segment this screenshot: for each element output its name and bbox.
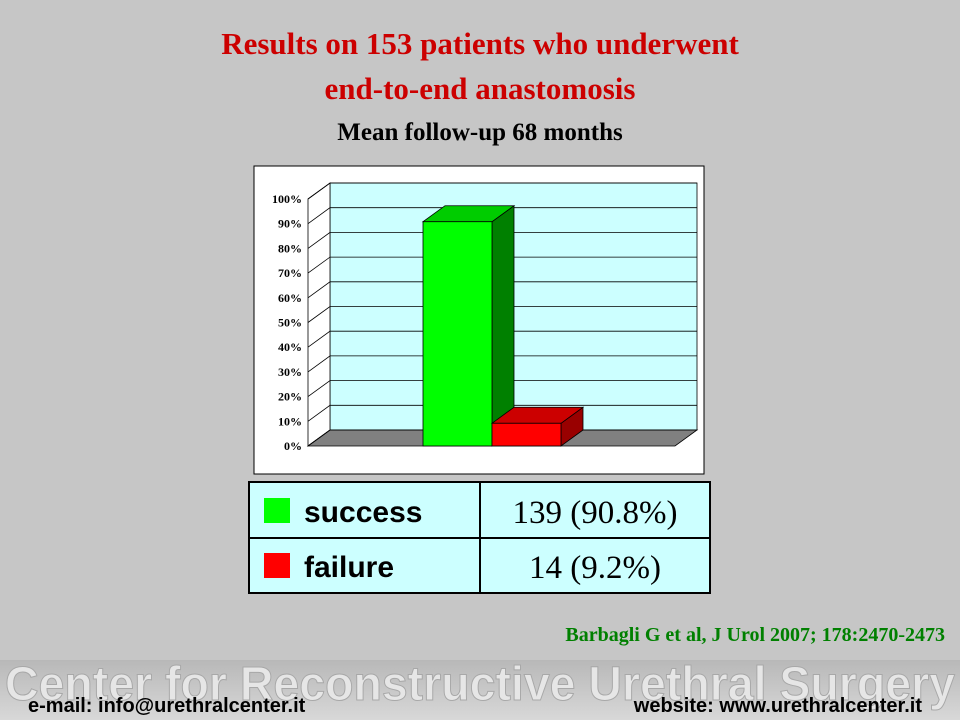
grid-line: [307, 281, 697, 299]
grid-line: [307, 231, 697, 249]
legend-table: success 139 (90.8%) failure 14 (9.2%): [248, 481, 711, 594]
grid-line: [307, 256, 697, 274]
value-label: 139 (90.8%): [513, 495, 678, 531]
footer-banner: Center for Reconstructive Urethral Surge…: [5, 658, 955, 711]
footer-band: [0, 660, 960, 720]
subtitle: Mean follow-up 68 months: [337, 119, 623, 146]
y-tick-label: 40%: [278, 340, 302, 354]
legend-label: success: [304, 496, 422, 529]
legend-label: failure: [304, 551, 394, 584]
bar: [490, 406, 585, 447]
grid-line: [307, 404, 697, 422]
grid-line: [307, 330, 697, 348]
grid-line: [307, 355, 697, 373]
bar-front: [422, 221, 493, 447]
grid-line: [307, 182, 697, 200]
bar-front: [491, 422, 562, 447]
title-line: end-to-end anastomosis: [325, 71, 636, 106]
footer-website: website: www.urethralcenter.it: [633, 695, 923, 717]
value-label: 14 (9.2%): [529, 550, 661, 586]
grid-line: [307, 306, 697, 323]
y-tick-label: 10%: [278, 414, 302, 428]
y-tick-label: 80%: [278, 241, 302, 255]
y-tick-label: 20%: [278, 390, 302, 404]
grid-line: [307, 207, 697, 225]
y-tick-label: 60%: [278, 291, 302, 305]
legend-swatch: [264, 553, 290, 578]
y-tick-label: 70%: [278, 266, 302, 280]
title-line: Results on 153 patients who underwent: [221, 26, 739, 61]
y-tick-label: 100%: [272, 192, 302, 206]
bar: [421, 204, 516, 447]
y-tick-label: 0%: [284, 439, 302, 453]
footer-email: e-mail: info@urethralcenter.it: [28, 695, 306, 717]
y-tick-label: 50%: [278, 316, 302, 330]
plot: 0% 10% 20% 30% 40% 50% 60% 70% 80% 90% 100%: [272, 182, 699, 453]
grid-line: [307, 380, 697, 397]
citation: Barbagli G et al, J Urol 2007; 178:2470-…: [565, 624, 945, 646]
y-tick-label: 30%: [278, 365, 302, 379]
legend-swatch: [264, 498, 290, 523]
y-tick-label: 90%: [278, 217, 302, 231]
